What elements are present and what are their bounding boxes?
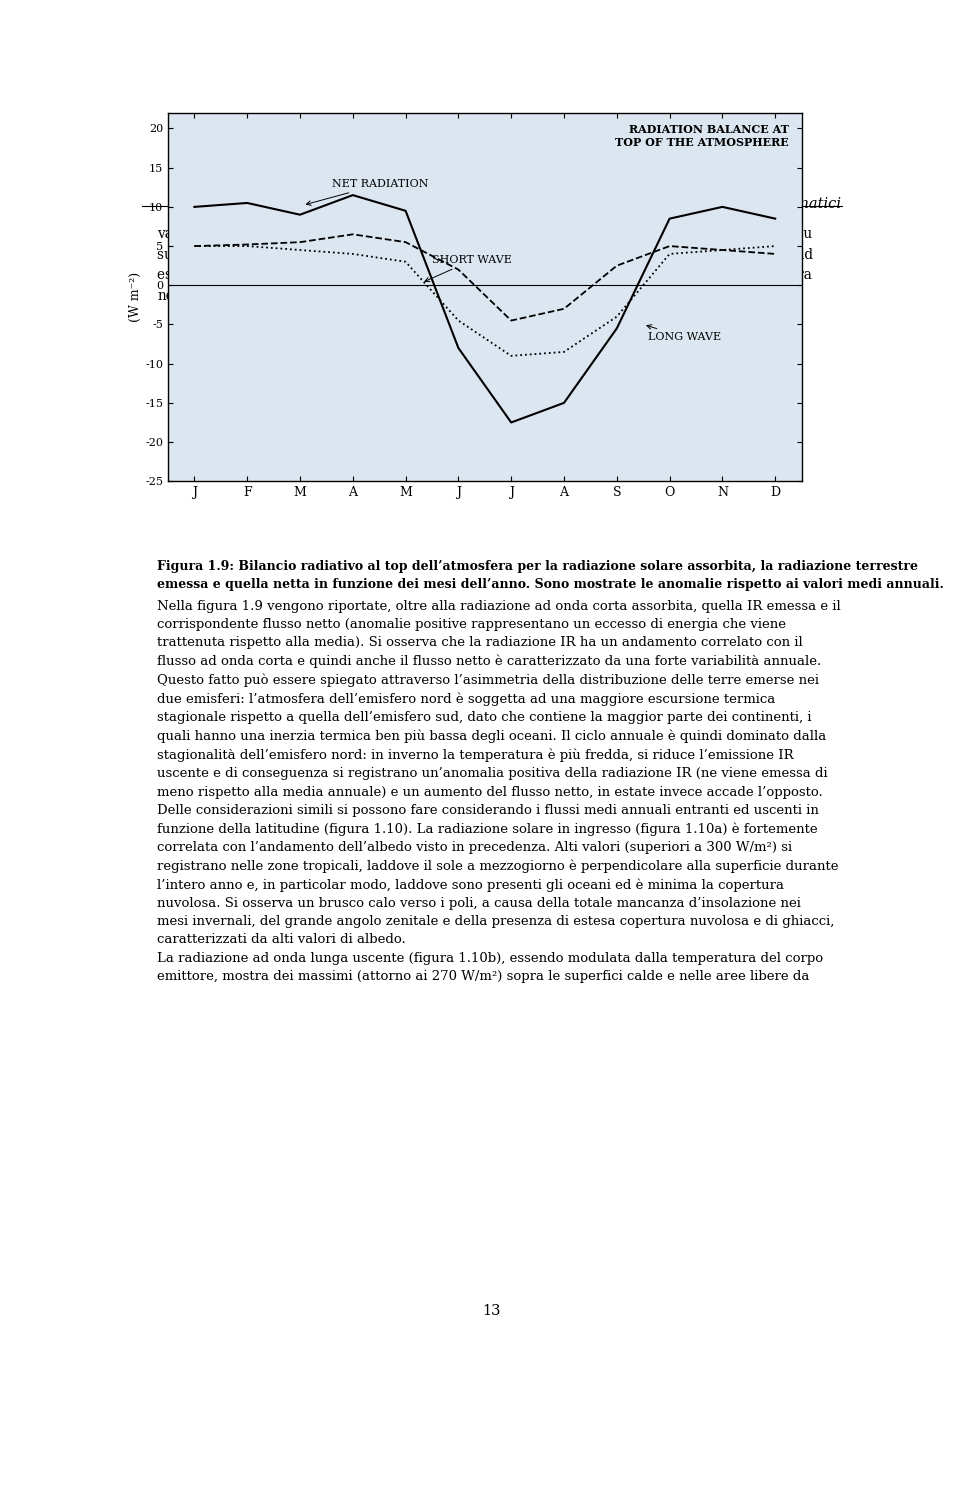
Text: NET RADIATION: NET RADIATION — [306, 179, 428, 205]
Text: LONG WAVE: LONG WAVE — [647, 325, 722, 341]
Text: Nella figura 1.9 vengono riportate, oltre alla radiazione ad onda corta assorbit: Nella figura 1.9 vengono riportate, oltr… — [157, 600, 841, 982]
Text: 13: 13 — [483, 1304, 501, 1318]
Text: RADIATION BALANCE AT
TOP OF THE ATMOSPHERE: RADIATION BALANCE AT TOP OF THE ATMOSPHE… — [615, 123, 789, 147]
Y-axis label: (W m⁻²): (W m⁻²) — [130, 272, 142, 322]
Text: SHORT WAVE: SHORT WAVE — [425, 256, 512, 281]
Text: Figura 1.9: Bilancio radiativo al top dell’atmosfera per la radiazione solare as: Figura 1.9: Bilancio radiativo al top de… — [157, 561, 944, 591]
Text: varia durante l’anno sia a causa della diversa inclinazione con cui giungono i r: varia durante l’anno sia a causa della d… — [157, 227, 813, 302]
Text: Effetto serra e cambiamenti climatici: Effetto serra e cambiamenti climatici — [565, 197, 842, 211]
